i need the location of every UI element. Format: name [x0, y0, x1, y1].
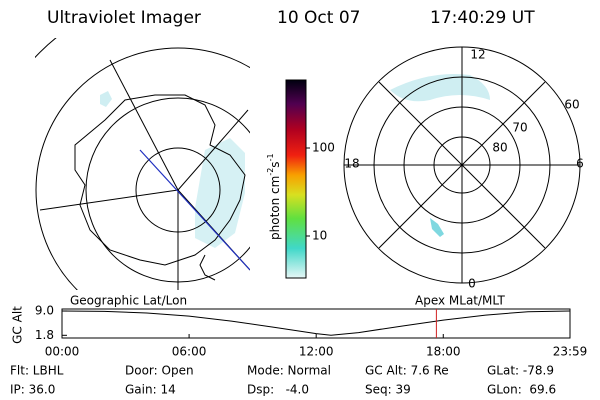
- status-field: Door: Open: [125, 364, 194, 378]
- status-field: GC Alt: 7.6 Re: [365, 364, 449, 378]
- x-tick-label: 06:00: [172, 345, 207, 359]
- title: Ultraviolet Imager: [47, 8, 201, 28]
- unit: s: [268, 161, 282, 167]
- altitude-line: [61, 310, 571, 336]
- graphic: [39, 189, 179, 211]
- y-tick-label: 9.0: [35, 304, 54, 318]
- x-tick-label: 00:00: [45, 345, 80, 359]
- graphic: [177, 109, 249, 191]
- unit: photon cm: [268, 176, 282, 240]
- mlt-label: 18: [344, 157, 359, 171]
- graphic: [35, 47, 250, 290]
- aurora: [100, 91, 245, 248]
- exponent: -2: [266, 168, 275, 176]
- status-field: GLon: 69.6: [487, 383, 556, 397]
- graphic: [343, 46, 581, 284]
- mlt-label: 6: [576, 157, 584, 171]
- date: 10 Oct 07: [277, 8, 360, 28]
- panel-label: Apex MLat/MLT: [415, 294, 505, 308]
- geo-map: [35, 38, 250, 290]
- time: 17:40:29 UT: [430, 8, 535, 28]
- status-field: Gain: 14: [125, 383, 176, 397]
- graphic: [109, 59, 179, 191]
- colorbar-tick-label: 10: [312, 229, 327, 243]
- graphic: [100, 91, 112, 107]
- graphic: [430, 218, 444, 237]
- lat-label: 70: [512, 121, 527, 135]
- graphic: [378, 81, 546, 249]
- graphic: [390, 74, 490, 102]
- exponent: -1: [266, 153, 275, 161]
- colorbar-tick-label: 100: [312, 141, 335, 155]
- status-field: Flt: LBHL: [10, 364, 64, 378]
- status-field: GLat: -78.9: [487, 364, 554, 378]
- lat-label: 60: [564, 98, 579, 112]
- colorbar: [285, 79, 307, 279]
- status-field: Mode: Normal: [247, 364, 331, 378]
- y-tick-label: 1.8: [35, 328, 54, 342]
- mlt-label: 12: [470, 48, 485, 62]
- graphic: [35, 38, 57, 59]
- orbit-track: [139, 149, 250, 271]
- x-tick-label: 23:59: [553, 345, 588, 359]
- coastline: [199, 254, 216, 281]
- lat-label: 80: [492, 141, 507, 155]
- status-field: Dsp: -4.0: [247, 383, 309, 397]
- y-axis-label: GC Alt: [11, 306, 25, 344]
- colorbar-label: photon cm-2s-1: [266, 153, 282, 240]
- status-field: IP: 36.0: [10, 383, 55, 397]
- graticule: [35, 38, 250, 290]
- panel-label: Geographic Lat/Lon: [70, 294, 187, 308]
- mlt-label: 0: [468, 277, 476, 291]
- x-tick-label: 18:00: [426, 345, 461, 359]
- x-tick-label: 12:00: [299, 345, 334, 359]
- status-field: Seq: 39: [365, 383, 411, 397]
- polar-plot: 12 18 6 0 60 70 80: [343, 46, 584, 291]
